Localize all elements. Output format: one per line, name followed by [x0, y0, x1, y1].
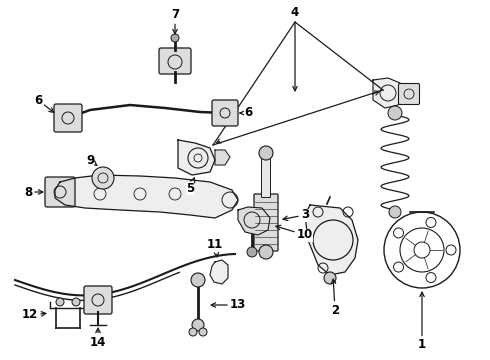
FancyBboxPatch shape [212, 100, 238, 126]
Circle shape [259, 245, 273, 259]
Polygon shape [178, 140, 215, 175]
Circle shape [389, 206, 401, 218]
Circle shape [189, 328, 197, 336]
FancyBboxPatch shape [84, 286, 112, 314]
Text: 13: 13 [211, 298, 246, 311]
Circle shape [259, 146, 273, 160]
Text: 3: 3 [283, 208, 309, 221]
FancyBboxPatch shape [254, 194, 278, 251]
Text: 7: 7 [171, 9, 179, 34]
FancyBboxPatch shape [398, 84, 419, 104]
Circle shape [199, 328, 207, 336]
Text: 6: 6 [34, 94, 54, 112]
Text: 11: 11 [207, 238, 223, 257]
Circle shape [191, 273, 205, 287]
Polygon shape [215, 150, 230, 165]
Text: 4: 4 [291, 5, 299, 18]
Text: 5: 5 [186, 178, 195, 194]
Polygon shape [238, 207, 270, 235]
Circle shape [72, 298, 80, 306]
FancyBboxPatch shape [262, 154, 270, 198]
Circle shape [171, 34, 179, 42]
Text: 6: 6 [240, 107, 252, 120]
FancyBboxPatch shape [54, 104, 82, 132]
Polygon shape [55, 175, 238, 218]
Circle shape [56, 298, 64, 306]
Circle shape [324, 272, 336, 284]
Circle shape [247, 247, 257, 257]
FancyBboxPatch shape [159, 48, 191, 74]
Text: 10: 10 [276, 225, 313, 242]
Text: 12: 12 [22, 309, 46, 321]
Circle shape [388, 106, 402, 120]
Polygon shape [305, 205, 358, 275]
Text: 14: 14 [90, 328, 106, 348]
Text: 1: 1 [418, 292, 426, 351]
Text: 8: 8 [24, 185, 43, 198]
Text: 9: 9 [86, 153, 97, 166]
Polygon shape [210, 260, 228, 284]
Text: 2: 2 [331, 279, 339, 316]
Polygon shape [373, 78, 405, 108]
Circle shape [192, 319, 204, 331]
Circle shape [92, 167, 114, 189]
FancyBboxPatch shape [45, 177, 75, 207]
